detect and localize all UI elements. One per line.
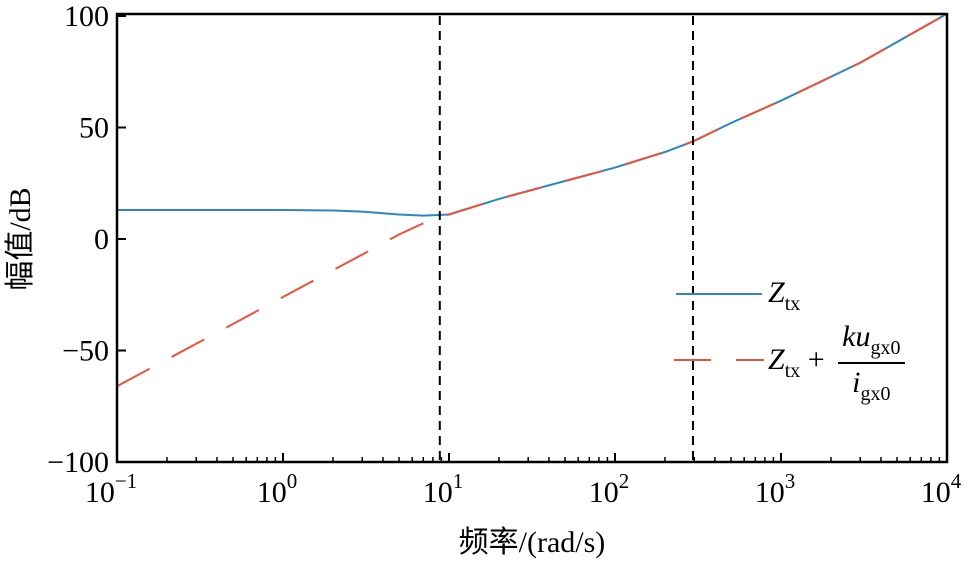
- x-axis-label: 频率/(rad/s): [459, 526, 606, 559]
- x-tick-label-2: 101: [423, 469, 464, 509]
- y-tick-label-1: −50: [62, 335, 109, 368]
- x-tick-label-1: 100: [257, 469, 298, 509]
- legend-line-ztx: [676, 293, 762, 295]
- y-axis-label: 幅值/dB: [4, 187, 37, 290]
- legend-label-ztx-plus: Ztx + kugx0 igx0: [768, 320, 905, 406]
- legend-label-ztx: Ztx: [768, 276, 801, 315]
- y-tick-label-4: 100: [64, 0, 109, 33]
- x-tick-label-4: 103: [755, 469, 796, 509]
- x-tick-label-5: 104: [921, 469, 962, 509]
- x-tick-label-3: 102: [589, 469, 630, 509]
- legend-line-ztx-plus: [674, 359, 764, 361]
- series-line-1: [117, 12, 948, 217]
- y-tick-label-0: −100: [47, 446, 109, 479]
- x-tick-label-0: 10−1: [85, 469, 137, 509]
- y-tick-label-3: 50: [79, 112, 109, 145]
- y-tick-label-2: 0: [94, 223, 109, 256]
- series-line-2: [116, 12, 948, 388]
